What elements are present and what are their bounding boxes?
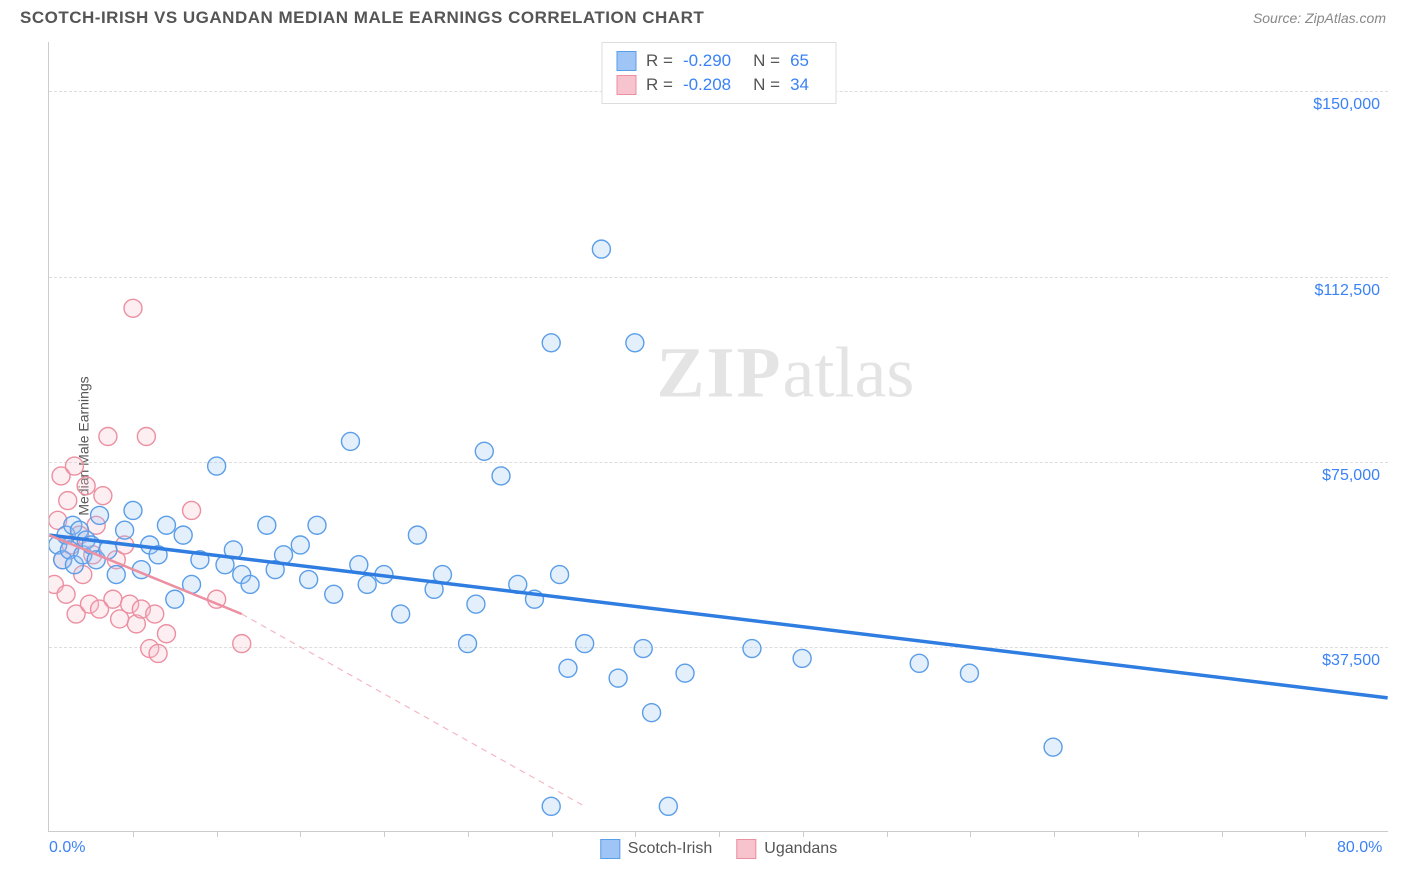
trend-line-extension	[242, 614, 585, 806]
x-tick-mark	[1138, 831, 1139, 837]
x-tick-mark	[887, 831, 888, 837]
data-point	[576, 635, 594, 653]
data-point	[1044, 738, 1062, 756]
data-point	[57, 585, 75, 603]
data-point	[559, 659, 577, 677]
data-point	[467, 595, 485, 613]
legend-label-1: Ugandans	[764, 840, 837, 858]
source-label: Source:	[1253, 10, 1301, 26]
x-tick-label: 0.0%	[49, 839, 85, 857]
data-point	[408, 526, 426, 544]
n-value-0: 65	[790, 51, 809, 71]
r-label-1: R =	[646, 75, 673, 95]
data-point	[104, 590, 122, 608]
x-tick-mark	[133, 831, 134, 837]
data-point	[94, 487, 112, 505]
data-point	[609, 669, 627, 687]
data-point	[166, 590, 184, 608]
x-tick-mark	[384, 831, 385, 837]
x-tick-mark	[970, 831, 971, 837]
n-label-0: N =	[753, 51, 780, 71]
data-point	[626, 334, 644, 352]
data-point	[592, 240, 610, 258]
data-point	[124, 299, 142, 317]
data-point	[124, 501, 142, 519]
data-point	[149, 644, 167, 662]
stats-swatch-0	[616, 51, 636, 71]
n-value-1: 34	[790, 75, 809, 95]
data-point	[659, 797, 677, 815]
data-point	[308, 516, 326, 534]
x-tick-mark	[1305, 831, 1306, 837]
stats-row-1: R = -0.208 N = 34	[616, 73, 821, 97]
data-point	[137, 428, 155, 446]
header-bar: SCOTCH-IRISH VS UGANDAN MEDIAN MALE EARN…	[0, 0, 1406, 32]
data-point	[542, 797, 560, 815]
data-point	[65, 457, 83, 475]
n-label-1: N =	[753, 75, 780, 95]
data-point	[325, 585, 343, 603]
data-point	[233, 635, 251, 653]
x-tick-mark	[1222, 831, 1223, 837]
data-point	[542, 334, 560, 352]
x-tick-mark	[635, 831, 636, 837]
stats-legend: R = -0.290 N = 65 R = -0.208 N = 34	[601, 42, 836, 104]
data-point	[341, 432, 359, 450]
x-tick-label: 80.0%	[1337, 839, 1382, 857]
data-point	[492, 467, 510, 485]
x-tick-mark	[1054, 831, 1055, 837]
data-point	[743, 640, 761, 658]
source-value: ZipAtlas.com	[1305, 10, 1386, 26]
data-point	[146, 605, 164, 623]
stats-row-0: R = -0.290 N = 65	[616, 49, 821, 73]
data-point	[392, 605, 410, 623]
data-point	[208, 457, 226, 475]
data-point	[910, 654, 928, 672]
data-point	[551, 566, 569, 584]
data-point	[358, 575, 376, 593]
x-tick-mark	[719, 831, 720, 837]
legend-label-0: Scotch-Irish	[628, 840, 712, 858]
data-point	[241, 575, 259, 593]
data-point	[116, 521, 134, 539]
chart-area: ZIPatlas $37,500$75,000$112,500$150,000 …	[48, 42, 1388, 832]
data-point	[634, 640, 652, 658]
data-point	[960, 664, 978, 682]
data-point	[107, 566, 125, 584]
data-point	[157, 625, 175, 643]
x-tick-mark	[217, 831, 218, 837]
data-point	[793, 649, 811, 667]
data-point	[99, 428, 117, 446]
x-tick-mark	[300, 831, 301, 837]
data-point	[77, 477, 95, 495]
series-legend: Scotch-Irish Ugandans	[600, 839, 837, 859]
data-point	[291, 536, 309, 554]
x-tick-mark	[552, 831, 553, 837]
source-credit: Source: ZipAtlas.com	[1253, 10, 1386, 26]
data-point	[258, 516, 276, 534]
r-value-0: -0.290	[683, 51, 731, 71]
data-point	[459, 635, 477, 653]
data-point	[157, 516, 175, 534]
legend-swatch-0	[600, 839, 620, 859]
r-label-0: R =	[646, 51, 673, 71]
stats-swatch-1	[616, 75, 636, 95]
legend-item-0: Scotch-Irish	[600, 839, 712, 859]
data-point	[174, 526, 192, 544]
trend-line	[49, 535, 1387, 698]
data-point	[676, 664, 694, 682]
data-point	[475, 442, 493, 460]
data-point	[643, 704, 661, 722]
legend-swatch-1	[736, 839, 756, 859]
legend-item-1: Ugandans	[736, 839, 837, 859]
data-point	[91, 506, 109, 524]
scatter-plot	[49, 42, 1388, 831]
r-value-1: -0.208	[683, 75, 731, 95]
data-point	[59, 492, 77, 510]
x-tick-mark	[803, 831, 804, 837]
x-tick-mark	[468, 831, 469, 837]
data-point	[300, 571, 318, 589]
data-point	[183, 501, 201, 519]
chart-title: SCOTCH-IRISH VS UGANDAN MEDIAN MALE EARN…	[20, 8, 704, 28]
